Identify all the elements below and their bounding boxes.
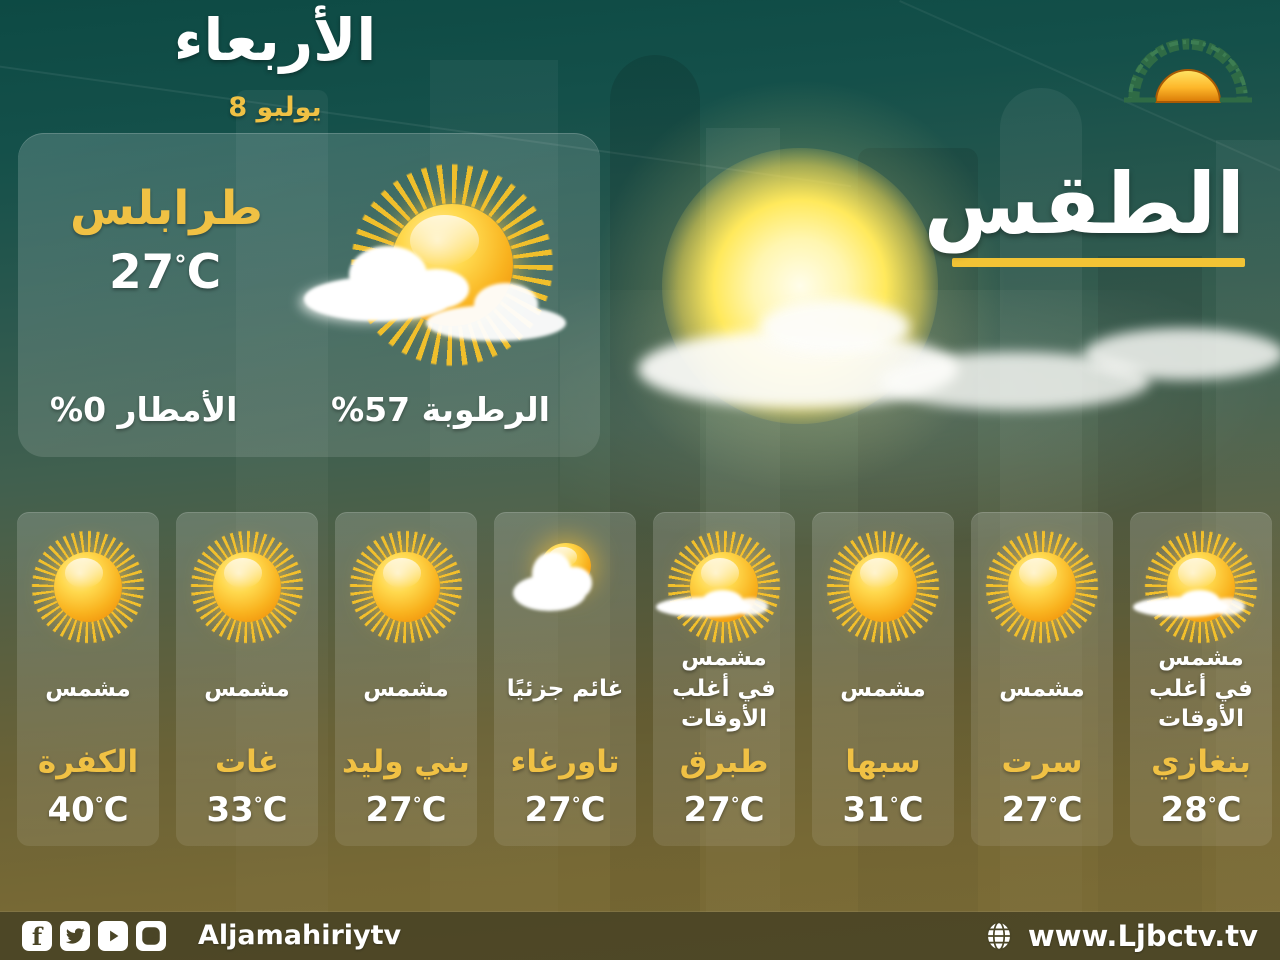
featured-city-panel: طرابلس 27°C الأمطار 0% الرطوبة 57%	[18, 133, 600, 457]
city-name: سرت	[1001, 744, 1083, 780]
social-handle[interactable]: Aljamahiriytv	[198, 920, 402, 951]
sunny-icon	[983, 526, 1101, 648]
city-name: طبرق	[679, 744, 769, 780]
city-cards-row: مشمس الكفرة 40°C مشمس غات 33°C مشمس بني …	[17, 512, 1272, 846]
city-temperature: 31°C	[842, 790, 924, 830]
rain-stat: الأمطار 0%	[50, 390, 238, 429]
city-temperature: 40°C	[47, 790, 129, 830]
sunny-icon	[347, 526, 465, 648]
city-temperature: 27°C	[524, 790, 606, 830]
facebook-icon[interactable]: f	[22, 921, 52, 951]
city-card: مشمس الكفرة 40°C	[17, 512, 159, 846]
website-link[interactable]: www.Ljbctv.tv	[982, 919, 1258, 953]
city-temperature: 27°C	[1001, 790, 1083, 830]
background-sun-glow	[592, 78, 1008, 494]
date-label: 8 يوليو	[228, 92, 322, 123]
youtube-icon[interactable]	[98, 921, 128, 951]
condition-label: مشمس	[363, 675, 449, 702]
city-name: بني وليد	[342, 744, 470, 780]
background-sun	[662, 148, 938, 424]
footer-bar: f Aljamahiriytv	[0, 912, 1280, 960]
sunny-icon	[824, 526, 942, 648]
city-card: مشمس بني وليد 27°C	[335, 512, 477, 846]
condition-label: غائم جزئيًا	[506, 675, 624, 702]
partly-cloudy-icon	[506, 526, 624, 648]
featured-temperature: 27°C	[108, 245, 222, 300]
city-card: مشمس سبها 31°C	[812, 512, 954, 846]
city-name: سبها	[845, 744, 921, 780]
city-temperature: 27°C	[365, 790, 447, 830]
condition-label: مشمس	[840, 675, 926, 702]
humidity-stat: الرطوبة 57%	[331, 390, 550, 429]
city-card: مشمس سرت 27°C	[971, 512, 1113, 846]
featured-city-name: طرابلس	[70, 181, 263, 236]
mostly-sunny-icon	[276, 155, 576, 425]
condition-label: مشمس في أغلب الأوقات	[672, 645, 776, 733]
city-card: مشمس في أغلب الأوقات بنغازي 28°C	[1130, 512, 1272, 846]
city-temperature: 33°C	[206, 790, 288, 830]
sunny-icon	[29, 526, 147, 648]
sunny-icon	[188, 526, 306, 648]
city-name: غات	[215, 744, 279, 780]
weekday-label: الأربعاء	[173, 6, 377, 74]
condition-label: مشمس	[45, 675, 131, 702]
mostly-sunny-icon	[655, 526, 783, 648]
page-title-text: الطقس	[923, 155, 1245, 253]
city-name: الكفرة	[37, 744, 139, 780]
twitter-icon[interactable]	[60, 921, 90, 951]
mostly-sunny-icon	[1132, 526, 1260, 648]
title-underline	[952, 258, 1245, 268]
page-title: الطقس	[923, 155, 1245, 268]
condition-label: مشمس	[999, 675, 1085, 702]
city-name: تاورغاء	[510, 744, 620, 780]
city-card: غائم جزئيًا تاورغاء 27°C	[494, 512, 636, 846]
cloud-band	[638, 330, 958, 408]
city-card: مشمس غات 33°C	[176, 512, 318, 846]
globe-icon	[982, 919, 1016, 953]
social-icons-group: f	[22, 921, 166, 951]
city-temperature: 28°C	[1160, 790, 1242, 830]
condition-label: مشمس	[204, 675, 290, 702]
city-name: بنغازي	[1151, 744, 1251, 780]
city-card: مشمس في أغلب الأوقات طبرق 27°C	[653, 512, 795, 846]
city-temperature: 27°C	[683, 790, 765, 830]
channel-logo-icon	[1120, 24, 1256, 108]
condition-label: مشمس في أغلب الأوقات	[1149, 645, 1253, 733]
instagram-icon[interactable]	[136, 921, 166, 951]
website-url[interactable]: www.Ljbctv.tv	[1027, 919, 1258, 953]
